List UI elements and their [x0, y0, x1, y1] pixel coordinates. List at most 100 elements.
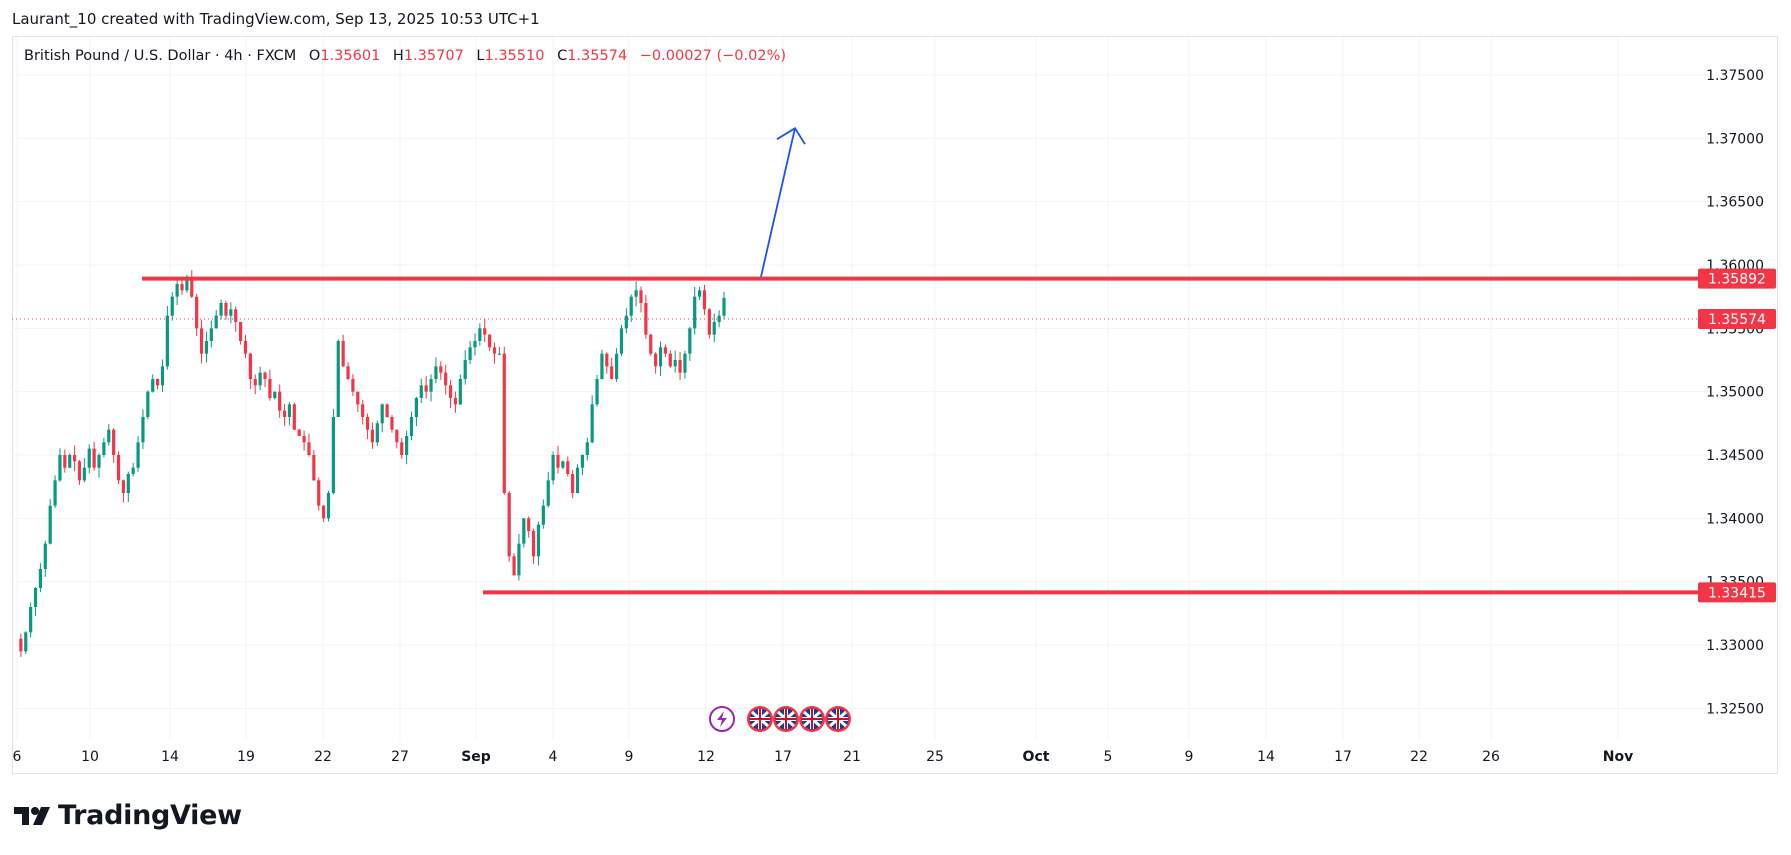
time-tick-label: 9: [625, 749, 634, 765]
resistance-price-tag: 1.35892: [1698, 268, 1776, 289]
candle-body: [688, 328, 692, 354]
time-tick-label: 14: [161, 749, 179, 765]
candle-body: [214, 315, 218, 329]
chart-pane[interactable]: [12, 36, 1778, 774]
time-axis: 6 10 14 19 22 27 Sep 4 9 12 17 21 25 Oct 5 9 14 17 22 26 Nov: [13, 749, 1634, 765]
candle-body: [121, 480, 126, 493]
candle-body: [571, 474, 575, 493]
last-price-tag: 1.35574: [1698, 308, 1776, 329]
candle-body: [312, 455, 316, 481]
candle-body: [146, 391, 150, 417]
price-tick-label: 1.34000: [1706, 511, 1764, 527]
candle-body: [331, 417, 335, 493]
economic-events: [709, 706, 851, 732]
candle-body: [131, 467, 135, 474]
price-tick-label: 1.35000: [1706, 385, 1764, 401]
time-tick-label: 27: [391, 749, 409, 765]
candle-body: [361, 404, 365, 417]
time-tick-label: Oct: [1023, 749, 1050, 765]
candle-body: [151, 379, 155, 392]
symbol-legend[interactable]: British Pound / U.S. Dollar · 4h · FXCM …: [24, 48, 786, 64]
candle-body: [385, 404, 389, 417]
candle-body: [634, 290, 638, 297]
candle-body: [473, 341, 477, 348]
candle-body: [614, 353, 619, 379]
candle-body: [619, 328, 624, 354]
symbol-name[interactable]: British Pound / U.S. Dollar · 4h · FXCM: [24, 48, 297, 64]
low-value: 1.35510: [484, 48, 545, 64]
price-tick-label: 1.34500: [1706, 448, 1764, 464]
candle-body: [224, 303, 228, 316]
time-tick-label: 9: [1185, 749, 1194, 765]
arrow-head: [776, 126, 806, 145]
candle-body: [390, 417, 394, 430]
open-value: 1.35601: [320, 48, 381, 64]
candle-body: [556, 455, 560, 468]
candle-body: [458, 379, 462, 405]
last-price-tag-text: 1.35574: [1708, 312, 1766, 328]
arrow-shaft: [760, 127, 796, 277]
candle-body: [253, 379, 257, 386]
chart-credit: Laurant_10 created with TradingView.com,…: [12, 10, 540, 28]
candle-body: [116, 455, 121, 481]
candle-body: [43, 543, 47, 569]
candle-body: [683, 353, 687, 373]
candle-body: [600, 353, 604, 379]
candle-body: [478, 328, 482, 341]
candle-body: [375, 423, 379, 443]
candle-body: [654, 353, 658, 367]
candle-body: [429, 379, 433, 392]
price-tick-label: 1.32500: [1706, 701, 1764, 717]
candle-body: [322, 505, 326, 519]
candle-body: [199, 328, 204, 354]
time-tick-label: 14: [1257, 749, 1275, 765]
candle-body: [531, 531, 536, 557]
candle-body: [141, 417, 145, 443]
candle-body: [468, 347, 472, 360]
candle-body: [380, 404, 384, 424]
candle-body: [702, 290, 707, 310]
last-price-tag-bg: [1698, 308, 1776, 329]
candle-body: [92, 448, 96, 468]
candle-body: [400, 442, 404, 455]
uk-flag-icon: [799, 706, 825, 732]
candle-body: [287, 404, 292, 417]
candle-body: [112, 429, 116, 455]
candle-body: [165, 315, 169, 367]
candle-body: [575, 467, 580, 493]
candle-body: [53, 480, 57, 506]
candle-body: [434, 366, 438, 379]
candle-body: [561, 461, 565, 468]
candle-body: [302, 436, 306, 443]
candle-body: [658, 347, 663, 367]
tradingview-brand[interactable]: TradingView: [14, 800, 242, 831]
close-label: C: [557, 48, 568, 64]
high-label: H: [392, 48, 404, 64]
candle-body: [204, 341, 209, 354]
candle-body: [673, 360, 677, 367]
candle-body: [356, 391, 360, 405]
uk-flag-icon: [747, 706, 773, 732]
candle-body: [346, 366, 350, 379]
support-price-tag-text: 1.33415: [1708, 585, 1766, 601]
candle-body: [629, 296, 633, 316]
lightning-glyph: [717, 711, 727, 727]
candle-body: [243, 341, 248, 354]
candle-body: [693, 296, 697, 329]
candle-body: [707, 309, 711, 335]
candle-body: [595, 379, 599, 405]
candle-body: [546, 480, 550, 506]
resistance-price-tag-text: 1.35892: [1708, 272, 1766, 288]
candle-body: [307, 442, 311, 455]
candle-body: [497, 353, 501, 355]
candle-body: [502, 353, 506, 493]
candle-body: [234, 309, 238, 322]
candle-body: [68, 455, 72, 468]
candle-body: [624, 315, 628, 329]
price-tags: 1.35892 1.35574 1.33415: [1698, 268, 1776, 603]
time-tick-label: 4: [549, 749, 558, 765]
candle-body: [512, 556, 516, 576]
brand-name: TradingView: [58, 800, 242, 831]
uk-flag-icon: [773, 706, 799, 732]
